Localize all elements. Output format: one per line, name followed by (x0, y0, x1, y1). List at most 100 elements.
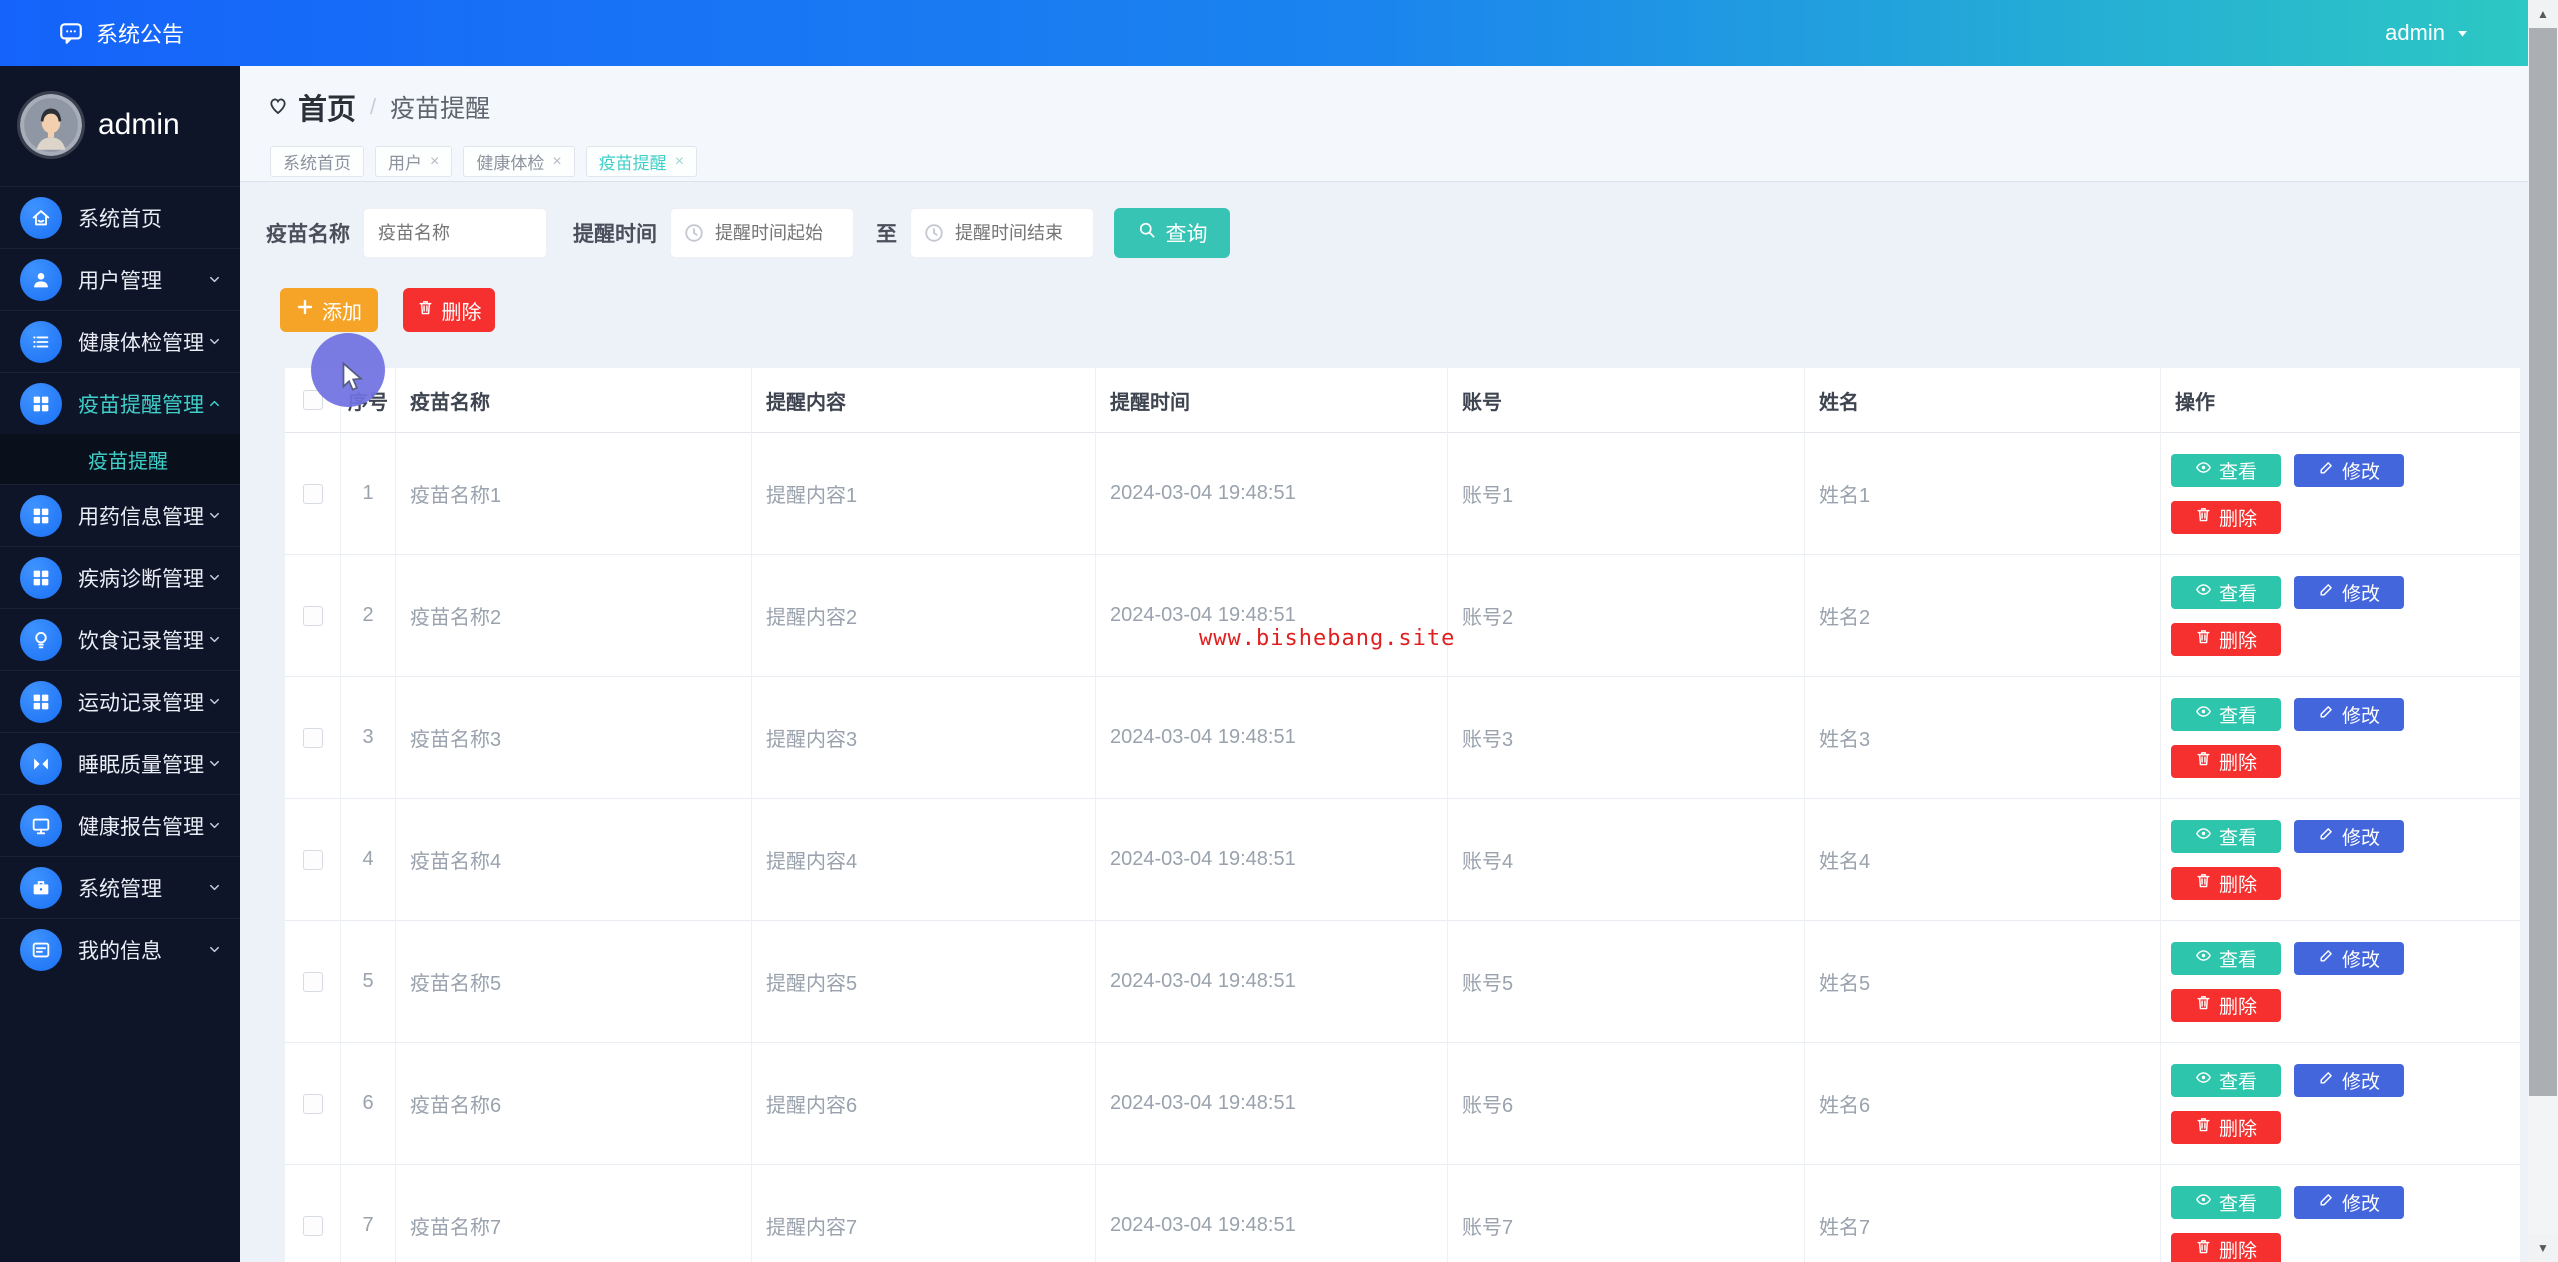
edit-icon (2318, 459, 2335, 482)
row-checkbox[interactable] (302, 971, 323, 992)
view-button[interactable]: 查看 (2171, 575, 2281, 609)
sidebar-subitem[interactable]: 疫苗提醒 (0, 434, 240, 484)
delete-button[interactable]: 删除 (2171, 500, 2281, 534)
view-button[interactable]: 查看 (2171, 697, 2281, 731)
edit-icon (2318, 703, 2335, 726)
breadcrumb-current: 疫苗提醒 (390, 95, 491, 123)
close-tab-icon[interactable]: × (430, 152, 440, 170)
vaccine-name-input[interactable] (363, 208, 547, 258)
row-checkbox[interactable] (302, 1215, 323, 1236)
edit-button[interactable]: 修改 (2294, 941, 2404, 975)
sidebar-item[interactable]: 饮食记录管理 (0, 608, 240, 670)
cell-remind-time: 2024-03-04 19:48:51 (1095, 1043, 1447, 1165)
sidebar-item[interactable]: 健康报告管理 (0, 794, 240, 856)
row-checkbox[interactable] (302, 605, 323, 626)
page-tab[interactable]: 用户 × (375, 146, 453, 177)
row-checkbox[interactable] (302, 1093, 323, 1114)
cell-account: 账号2 (1447, 555, 1804, 677)
trash-icon (2195, 506, 2212, 529)
announcement-button[interactable]: 系统公告 (58, 17, 184, 49)
query-button[interactable]: 查询 (1114, 208, 1230, 258)
sidebar-item[interactable]: 疫苗提醒管理 (0, 372, 240, 434)
page-tab[interactable]: 疫苗提醒 × (585, 146, 698, 177)
cell-vaccine-name: 疫苗名称6 (395, 1043, 751, 1165)
vertical-scrollbar[interactable]: ▲ ▼ (2528, 0, 2558, 1262)
table-row: 2 疫苗名称2 提醒内容2 2024-03-04 19:48:51 账号2 姓名… (285, 555, 2520, 677)
sidebar-item[interactable]: 疾病诊断管理 (0, 546, 240, 608)
topbar: 系统公告 admin (0, 0, 2528, 66)
cell-index: 2 (340, 555, 395, 677)
breadcrumb: 首页 / 疫苗提醒 (266, 86, 490, 128)
close-tab-icon[interactable]: × (674, 152, 685, 170)
view-button[interactable]: 查看 (2171, 453, 2281, 487)
eye-icon (2195, 581, 2212, 604)
trash-icon (2195, 750, 2212, 773)
delete-button[interactable]: 删除 (2171, 1232, 2281, 1262)
cell-index: 5 (340, 921, 395, 1043)
sidebar-item[interactable]: 我的信息 (0, 918, 240, 980)
view-button[interactable]: 查看 (2171, 1185, 2281, 1219)
edit-button[interactable]: 修改 (2294, 575, 2404, 609)
sidebar-item[interactable]: 健康体检管理 (0, 310, 240, 372)
edit-button[interactable]: 修改 (2294, 453, 2404, 487)
page-tab[interactable]: 系统首页 (270, 146, 364, 177)
select-all-checkbox[interactable] (302, 390, 323, 410)
sidebar-item[interactable]: 系统首页 (0, 186, 240, 248)
edit-button[interactable]: 修改 (2294, 819, 2404, 853)
sidebar-item[interactable]: 睡眠质量管理 (0, 732, 240, 794)
briefcase-icon (20, 866, 62, 909)
page-tab[interactable]: 健康体检 × (463, 146, 575, 177)
column-header: 提醒时间 (1095, 368, 1447, 433)
avatar (20, 94, 82, 156)
chevron-up-icon (207, 396, 222, 411)
grid-icon (20, 382, 62, 425)
row-checkbox[interactable] (302, 483, 323, 504)
breadcrumb-home[interactable]: 首页 (298, 94, 357, 126)
chevron-down-icon (207, 508, 222, 523)
scroll-down-arrow[interactable]: ▼ (2528, 1234, 2558, 1262)
scroll-up-arrow[interactable]: ▲ (2528, 0, 2558, 28)
table-row: 1 疫苗名称1 提醒内容1 2024-03-04 19:48:51 账号1 姓名… (285, 433, 2520, 555)
remind-time-label: 提醒时间 (573, 223, 657, 246)
cell-remind-content: 提醒内容2 (751, 555, 1095, 677)
batch-delete-button[interactable]: 删除 (403, 288, 495, 332)
cell-remind-time: 2024-03-04 19:48:51 (1095, 433, 1447, 555)
sidebar-item[interactable]: 用药信息管理 (0, 484, 240, 546)
add-button[interactable]: 添加 (280, 288, 378, 332)
chevron-down-icon (207, 694, 222, 709)
cell-vaccine-name: 疫苗名称7 (395, 1165, 751, 1262)
trash-icon (2195, 1238, 2212, 1261)
delete-button[interactable]: 删除 (2171, 744, 2281, 778)
row-checkbox[interactable] (302, 727, 323, 748)
time-start-input[interactable] (670, 208, 854, 258)
trash-icon (2195, 994, 2212, 1017)
cell-remind-content: 提醒内容3 (751, 677, 1095, 799)
time-end-input[interactable] (910, 208, 1094, 258)
close-tab-icon[interactable]: × (552, 152, 562, 170)
delete-button[interactable]: 删除 (2171, 988, 2281, 1022)
edit-button[interactable]: 修改 (2294, 697, 2404, 731)
view-button[interactable]: 查看 (2171, 1063, 2281, 1097)
delete-button[interactable]: 删除 (2171, 1110, 2281, 1144)
sidebar-item[interactable]: 运动记录管理 (0, 670, 240, 732)
view-button[interactable]: 查看 (2171, 819, 2281, 853)
row-checkbox[interactable] (302, 849, 323, 870)
profile-name: admin (98, 108, 180, 141)
sidebar-item[interactable]: 用户管理 (0, 248, 240, 310)
edit-button[interactable]: 修改 (2294, 1063, 2404, 1097)
delete-button[interactable]: 删除 (2171, 866, 2281, 900)
vaccine-name-label: 疫苗名称 (266, 223, 350, 246)
breadcrumb-separator: / (370, 94, 377, 119)
scrollbar-thumb[interactable] (2529, 28, 2557, 1096)
sidebar-item[interactable]: 系统管理 (0, 856, 240, 918)
eye-icon (2195, 1191, 2212, 1214)
heart-icon (266, 93, 290, 122)
grid-icon (20, 556, 62, 599)
user-menu[interactable]: admin (2385, 20, 2470, 46)
column-header: 疫苗名称 (395, 368, 751, 433)
edit-icon (2318, 581, 2335, 604)
edit-button[interactable]: 修改 (2294, 1185, 2404, 1219)
view-button[interactable]: 查看 (2171, 941, 2281, 975)
delete-button[interactable]: 删除 (2171, 622, 2281, 656)
